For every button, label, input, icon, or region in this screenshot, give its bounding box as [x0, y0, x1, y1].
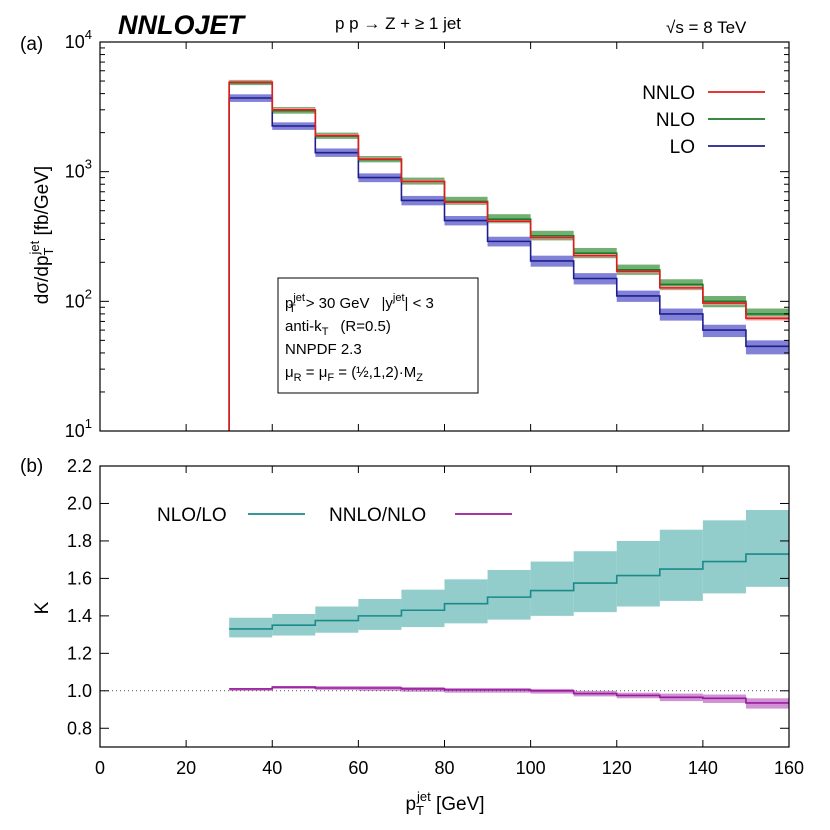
info-line-algo: anti-kT (R=0.5)	[285, 318, 391, 338]
panel-b-nlo-lo-band-2	[315, 606, 359, 633]
panel-a-ytick-label-0: 101	[65, 416, 92, 441]
panel-b-ytick-label-3: 1.4	[67, 606, 92, 626]
panel-b-lines	[229, 553, 789, 704]
panel-a-ytick-label-1: 102	[65, 286, 92, 311]
panel-a-lines	[228, 81, 789, 431]
info-line-scales: μR = μF = (½,1,2)·MZ	[285, 364, 423, 384]
energy-label: √s = 8 TeV	[666, 18, 747, 37]
panel-b-ytick-label-5: 1.8	[67, 531, 92, 551]
info-box: pjet T > 30 GeV |yjet| < 3 anti-kT (R=0.5) N…	[277, 277, 479, 394]
panel-b-plot: 0 20 40 60 80 100 120 140 160 0.8 1.0 1.2 1.4 1.6 1.8 2…	[67, 456, 804, 778]
panel-a-legend-nnlo-label: NNLO	[642, 83, 695, 104]
panel-b-xtick-label-4: 80	[434, 758, 454, 778]
panel-b-nlo-lo-band-7	[530, 561, 574, 616]
panel-b-axes: 0 20 40 60 80 100 120 140 160 0.8 1.0 1.2 1.4 1.6 1.8 2…	[67, 456, 804, 778]
panel-a-lo-band-11	[702, 324, 746, 338]
panel-a-ytick-label-2: 103	[65, 157, 92, 182]
panel-b-ytick-label-1: 1.0	[67, 681, 92, 701]
panel-b-legend: NLO/LO NNLO/NLO	[157, 505, 512, 526]
panel-b-nlo-lo-band-5	[444, 579, 488, 624]
panel-a-axes: 101 102 103 104	[65, 27, 790, 441]
process-label: p p → Z + ≥ 1 jet	[335, 14, 461, 33]
panel-b-xtick-label-6: 120	[602, 758, 632, 778]
panel-b-xtick-label-2: 40	[262, 758, 282, 778]
panel-b-label: (b)	[20, 456, 43, 477]
panel-a-legend: NNLO NLO LO	[642, 83, 765, 158]
brand-title: NNLOJET	[118, 10, 247, 40]
panel-a-plot: 101 102 103 104 NNLO NLO LO	[65, 27, 790, 441]
panel-a-ytick-label-3: 104	[65, 27, 92, 52]
panel-b-nlo-lo-line	[229, 553, 789, 630]
panel-b-nlo-lo-band-4	[401, 589, 445, 628]
info-box-frame	[277, 277, 479, 394]
panel-b-xtick-label-8: 160	[774, 758, 804, 778]
panel-b-nlo-lo-band-8	[573, 551, 617, 613]
panel-a-ylabel: dσ/dpTjet [fb/GeV]	[27, 166, 56, 304]
panel-b-xtick-label-5: 100	[516, 758, 546, 778]
panel-a-legend-lo-label: LO	[670, 137, 695, 158]
panel-b-xtick-label-1: 20	[176, 758, 196, 778]
panel-b-xtick-label-7: 140	[688, 758, 718, 778]
panel-b-xtick-label-3: 60	[348, 758, 368, 778]
panel-b-nlo-lo-band-11	[702, 520, 746, 594]
panel-b-frame	[99, 465, 790, 748]
panel-b-ylabel: K	[32, 601, 53, 614]
panel-b-nlo-lo-band-6	[487, 569, 531, 620]
info-line-pdf: NNPDF 2.3	[285, 341, 362, 358]
info-line-cut: pjet T > 30 GeV |yjet| < 3	[285, 292, 434, 315]
panel-b-ytick-label-4: 1.6	[67, 568, 92, 588]
panel-a-label: (a)	[20, 34, 43, 55]
panel-b-ytick-label-0: 0.8	[67, 718, 92, 738]
panel-b-xtick-label-0: 0	[95, 758, 105, 778]
panel-b-nnlo-nlo-line	[229, 686, 789, 704]
panel-b-legend-nnlo-nlo-label: NNLO/NLO	[329, 505, 426, 526]
panel-b-nlo-lo-band-3	[358, 599, 402, 630]
panel-b-bands	[229, 510, 789, 709]
panel-a-lo-band-12	[745, 340, 789, 355]
panel-b-ytick-label-2: 1.2	[67, 643, 92, 663]
panel-a-legend-nlo-label: NLO	[656, 110, 695, 131]
panel-a-nnlo-line	[228, 81, 789, 431]
panel-b-nlo-lo-band-10	[659, 529, 703, 601]
panel-b-legend-nlo-lo-label: NLO/LO	[157, 505, 227, 526]
panel-b-ytick-label-6: 2.0	[67, 493, 92, 513]
panel-b-ytick-label-7: 2.2	[67, 456, 92, 476]
panel-b-nlo-lo-band-0	[229, 617, 273, 638]
panel-b-nlo-lo-band-12	[745, 510, 789, 587]
panel-b-nlo-lo-band-9	[616, 540, 660, 607]
panel-a-frame	[99, 41, 790, 432]
panel-b-xlabel: pTjet [GeV]	[405, 789, 484, 818]
